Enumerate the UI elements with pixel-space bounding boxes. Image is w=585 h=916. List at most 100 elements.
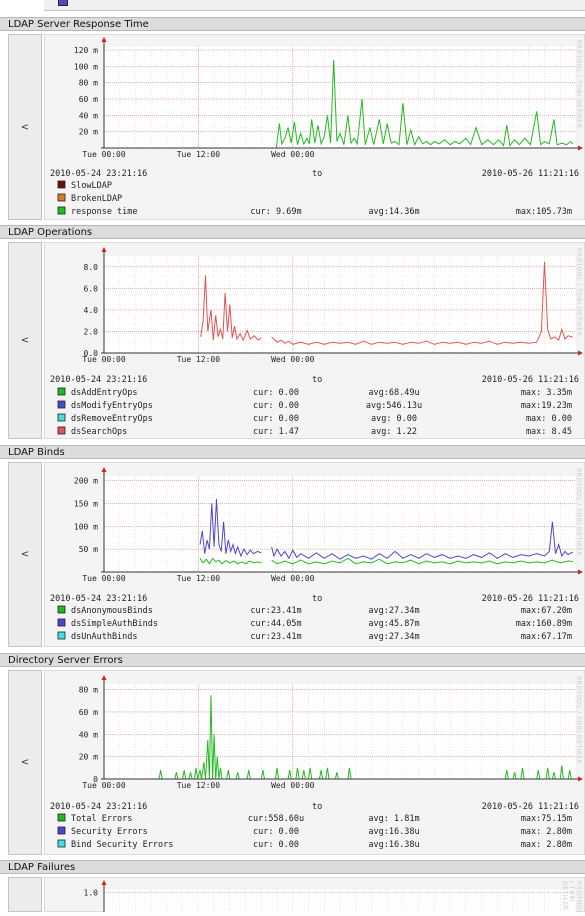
- legend-cur: cur:558.60u: [248, 814, 304, 824]
- legend-max: max:160.89m: [516, 619, 572, 629]
- y-tick-label: 150 m: [74, 499, 98, 508]
- legend-swatch: [57, 413, 66, 422]
- collapse-button[interactable]: <: [8, 34, 42, 220]
- y-axis-arrow: [101, 880, 107, 885]
- legend-label: dsAnonymousBinds: [71, 606, 153, 616]
- chart-operations: Tue 00:00 Tue 12:00 Wed 00:00 0.0 2.0 4.0 6.0 8…: [43, 241, 585, 440]
- x-tick-label: Tue 00:00: [82, 781, 126, 790]
- legend-swatch: [57, 618, 66, 627]
- section-title: LDAP Binds: [8, 447, 65, 458]
- legend-swatch: [57, 631, 66, 640]
- y-tick-label: 200 m: [74, 477, 98, 486]
- legend-label: Security Errors: [71, 827, 148, 837]
- x-axis-arrow: [578, 569, 583, 575]
- y-tick-label: 100 m: [74, 522, 98, 531]
- range-separator: to: [312, 802, 322, 812]
- legend-avg: avg:16.38u: [368, 827, 419, 837]
- chevron-left-icon: <: [20, 757, 30, 768]
- legend-cur: cur: 9.69m: [250, 207, 301, 217]
- y-tick-label: 60 m: [79, 95, 98, 104]
- collapse-button[interactable]: <: [8, 242, 42, 439]
- legend-swatch: [57, 193, 66, 202]
- legend-label: Total Errors: [71, 814, 132, 824]
- legend-swatch: [57, 826, 66, 835]
- x-tick-label: Tue 00:00: [82, 150, 126, 159]
- range-separator: to: [312, 594, 322, 604]
- legend-max: max:67.20m: [521, 606, 572, 616]
- legend-avg: avg:68.49u: [368, 388, 419, 398]
- section-header-operations[interactable]: LDAP Operations: [0, 225, 585, 239]
- chevron-left-icon: <: [20, 121, 30, 133]
- x-tick-label: Wed 00:00: [271, 355, 315, 364]
- series-line: [271, 521, 574, 560]
- collapse-button[interactable]: <: [8, 877, 42, 912]
- legend-label: dsModifyEntryOps: [71, 401, 153, 411]
- legend-max: max: 0.00: [526, 414, 572, 424]
- x-tick-label: Tue 12:00: [177, 574, 221, 583]
- legend-cur: cur:44.05m: [250, 619, 301, 629]
- legend-swatch: [57, 605, 66, 614]
- response-time-chart-svg: Tue 00:00 Tue 12:00 Wed 00:00 20 m 40 m 60 m 8…: [43, 33, 585, 221]
- x-axis-arrow: [578, 145, 583, 151]
- section-title: LDAP Operations: [8, 227, 93, 238]
- legend-max: max: 8.45: [526, 427, 572, 437]
- rrdtool-watermark: RRDTOOL / TOBI OETIKER: [575, 468, 582, 557]
- collapse-button[interactable]: <: [8, 670, 42, 855]
- range-end: 2010-05-26 11:21:16: [482, 594, 579, 604]
- chevron-left-icon: <: [20, 549, 30, 560]
- failures-chart-svg: 1.0: [43, 876, 585, 916]
- x-tick-label: Tue 12:00: [177, 150, 221, 159]
- legend-swatch: [57, 813, 66, 822]
- y-axis-arrow: [101, 37, 107, 42]
- legend-swatch: [57, 206, 66, 215]
- legend-cur: cur: 0.00: [253, 414, 299, 424]
- legend-avg: avg:27.34m: [368, 606, 419, 616]
- section-header-failures[interactable]: LDAP Failures: [0, 860, 585, 874]
- legend-label: dsSearchOps: [71, 427, 127, 437]
- legend-cur: cur: 0.00: [253, 388, 299, 398]
- legend-max: max:75.15m: [521, 814, 572, 824]
- section-header-response-time[interactable]: LDAP Server Response Time: [0, 17, 585, 31]
- legend-label: BrokenLDAP: [71, 194, 122, 204]
- legend-avg: avg:16.38u: [368, 840, 419, 850]
- chart-failures: 1.0 RRDTOOL / TOBI OETIKER: [43, 876, 585, 916]
- range-end: 2010-05-26 11:21:16: [482, 169, 579, 179]
- legend-max: max:67.17m: [521, 632, 572, 642]
- rrdtool-watermark: RRDTOOL / TOBI OETIKER: [575, 40, 582, 129]
- collapse-button[interactable]: <: [8, 462, 42, 647]
- rrdtool-watermark: RRDTOOL / TOBI OETIKER: [575, 248, 582, 337]
- legend-label: dsUnAuthBinds: [71, 632, 138, 642]
- range-start: 2010-05-24 23:21:16: [50, 802, 147, 812]
- legend-swatch: [58, 0, 68, 6]
- rrdtool-watermark: RRDTOOL / TOBI OETIKER: [575, 676, 582, 765]
- legend-avg: avg: 1.81m: [368, 814, 419, 824]
- range-separator: to: [312, 375, 322, 385]
- y-axis-arrow: [101, 467, 107, 472]
- legend-swatch: [57, 180, 66, 189]
- series-line: [199, 498, 262, 558]
- binds-chart-svg: Tue 00:00 Tue 12:00 Wed 00:00 50 m 100 m 150 …: [43, 461, 585, 648]
- legend-cur: cur:23.41m: [250, 632, 301, 642]
- x-tick-label: Tue 00:00: [82, 355, 126, 364]
- x-axis-arrow: [578, 350, 583, 356]
- legend-swatch: [57, 400, 66, 409]
- series-line: [199, 557, 262, 565]
- legend-label: dsAddEntryOps: [71, 388, 138, 398]
- legend-avg: avg:27.34m: [368, 632, 419, 642]
- y-tick-label: 20 m: [79, 753, 98, 762]
- x-tick-label: Wed 00:00: [271, 150, 315, 159]
- x-tick-label: Wed 00:00: [271, 574, 315, 583]
- legend-label: response time: [71, 207, 138, 217]
- range-start: 2010-05-24 23:21:16: [50, 169, 147, 179]
- y-tick-label: 6.0: [84, 284, 99, 293]
- section-header-binds[interactable]: LDAP Binds: [0, 445, 585, 459]
- legend-cur: cur: 0.00: [253, 840, 299, 850]
- section-header-errors[interactable]: Directory Server Errors: [0, 653, 585, 667]
- legend-label: dsRemoveEntryOps: [71, 414, 153, 424]
- series-line: [271, 557, 573, 565]
- y-tick-label: 0.0: [84, 349, 99, 358]
- chart-response-time: Tue 00:00 Tue 12:00 Wed 00:00 20 m 40 m 60 m 8…: [43, 33, 585, 221]
- operations-chart-svg: Tue 00:00 Tue 12:00 Wed 00:00 0.0 2.0 4.0 6.0 8…: [43, 241, 585, 440]
- x-tick-label: Wed 00:00: [271, 781, 315, 790]
- y-tick-label: 4.0: [84, 306, 99, 315]
